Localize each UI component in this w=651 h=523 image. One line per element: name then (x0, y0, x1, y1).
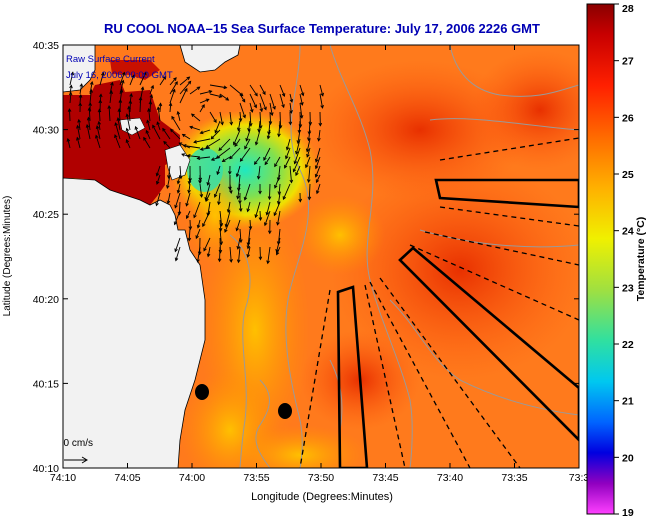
station-marker (195, 384, 209, 400)
x-tick-label: 73:40 (437, 472, 463, 484)
x-tick-label: 74:00 (179, 472, 205, 484)
x-tick-label: 73:35 (501, 472, 527, 484)
colorbar-tick-label: 24 (622, 226, 634, 238)
x-tick-label: 74:05 (114, 472, 140, 484)
x-tick-label: 73:50 (308, 472, 334, 484)
y-tick-label: 40:25 (33, 209, 59, 221)
x-tick-label: 73:45 (372, 472, 398, 484)
current-date-label: July 16, 2006 00:00 GMT (66, 70, 173, 81)
colorbar-ticks: 28 27 26 25 24 23 22 21 20 19 (614, 3, 634, 518)
y-tick-label: 40:20 (33, 294, 59, 306)
station-marker (278, 403, 292, 419)
colorbar-tick-label: 25 (622, 169, 634, 181)
current-label: Raw Surface Current (66, 54, 155, 65)
colorbar-tick-label: 22 (622, 339, 634, 351)
x-tick-label: 73:55 (243, 472, 269, 484)
colorbar-tick-label: 21 (622, 396, 634, 408)
x-axis-label: Longitude (Degrees:Minutes) (251, 491, 393, 503)
colorbar-label: Temperature (°C) (635, 217, 647, 302)
y-axis-label: Latitude (Degrees:Minutes) (2, 196, 13, 317)
colorbar-tick-label: 27 (622, 56, 634, 68)
colorbar-tick-label: 28 (622, 3, 634, 15)
colorbar-tick-label: 26 (622, 112, 634, 124)
x-tick-label: 73:3 (569, 472, 590, 484)
colorbar-tick-label: 19 (622, 507, 634, 518)
colorbar (587, 4, 614, 514)
colorbar-tick-label: 20 (622, 452, 634, 464)
colorbar-tick-label: 23 (622, 282, 634, 294)
figure-title: RU COOL NOAA–15 Sea Surface Temperature:… (104, 21, 540, 36)
y-tick-label: 40:15 (33, 378, 59, 390)
y-tick-label: 40:35 (33, 40, 59, 52)
y-tick-label: 40:10 (33, 463, 59, 475)
map-plot-area: Raw Surface Current July 16, 2006 00:00 … (58, 45, 610, 490)
y-tick-label: 40:30 (33, 125, 59, 137)
